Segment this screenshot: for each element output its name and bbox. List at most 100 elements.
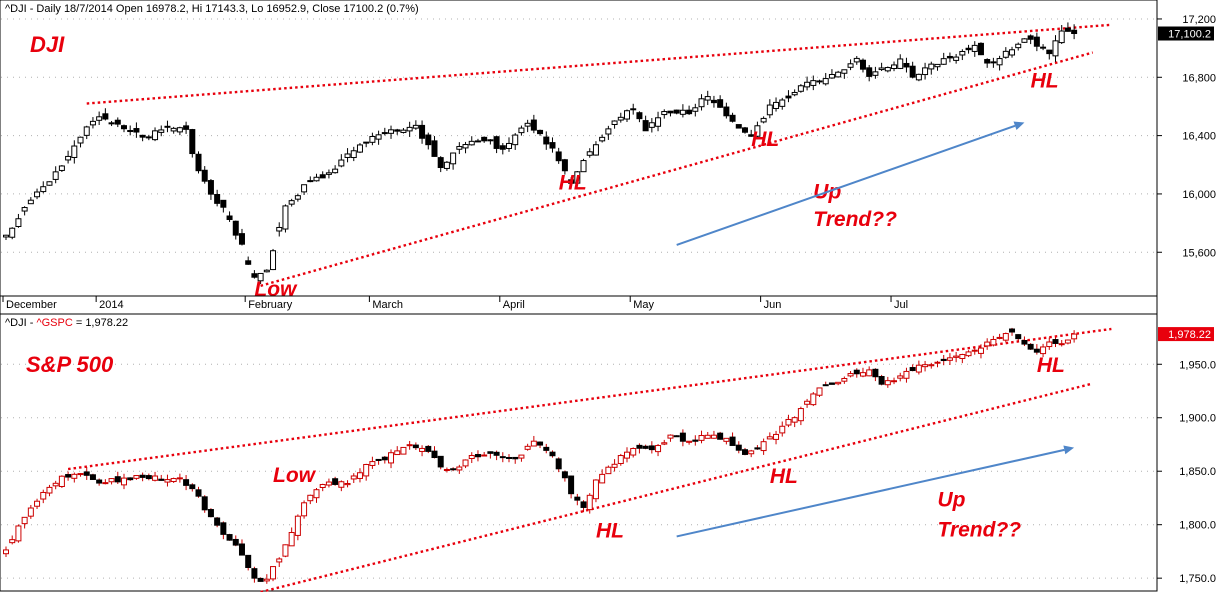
candle	[518, 454, 525, 462]
candle	[884, 66, 891, 73]
candle	[530, 435, 537, 447]
dji-y-axis: 15,600 16,000 16,400 16,800 17,200	[1157, 14, 1216, 259]
candle	[909, 364, 916, 372]
candle	[1027, 34, 1034, 45]
candle	[245, 256, 252, 265]
candle	[152, 471, 159, 482]
candle	[592, 141, 599, 156]
candle	[257, 577, 264, 582]
spx-header-symbol: ^GSPC	[36, 317, 72, 329]
candle	[537, 441, 544, 449]
x-tick-label: December	[6, 299, 57, 311]
candle	[170, 477, 177, 483]
candle	[127, 477, 134, 481]
candle	[810, 392, 817, 407]
candle	[710, 430, 717, 439]
candle	[723, 437, 730, 445]
support-trendline	[260, 51, 1094, 287]
candle	[754, 445, 761, 450]
candle	[96, 111, 103, 126]
candle	[555, 457, 562, 473]
candle	[853, 368, 860, 378]
candle	[710, 95, 717, 108]
candle	[717, 431, 724, 440]
candle	[859, 367, 866, 378]
candle	[207, 508, 214, 518]
candle	[1046, 49, 1053, 60]
candle	[766, 99, 773, 119]
candle	[922, 360, 929, 372]
candle	[468, 452, 475, 464]
candle	[332, 165, 339, 174]
candle	[232, 220, 239, 240]
candle	[698, 94, 705, 111]
dji-uptrend-arrow	[676, 121, 1025, 246]
candle	[164, 120, 171, 133]
candle	[872, 66, 879, 79]
candle	[748, 129, 755, 137]
candle	[263, 574, 270, 584]
candle	[816, 79, 823, 85]
x-tick-label: February	[248, 299, 293, 311]
y-tick-label: 17,200	[1182, 14, 1216, 26]
candle	[120, 124, 127, 133]
candle	[642, 115, 649, 132]
candle	[524, 443, 531, 451]
candle	[760, 116, 767, 124]
candle	[474, 450, 481, 462]
candle	[605, 125, 612, 140]
candle	[71, 140, 78, 164]
candle	[369, 132, 376, 146]
y-tick-label: 16,800	[1182, 72, 1216, 84]
x-tick-label: March	[372, 299, 403, 311]
candle	[667, 110, 674, 117]
candle	[468, 136, 475, 146]
candle	[822, 381, 829, 387]
candle	[462, 141, 469, 154]
candle	[841, 69, 848, 79]
candle	[959, 49, 966, 61]
candle	[996, 333, 1003, 340]
candle	[1052, 35, 1059, 62]
candle	[735, 441, 742, 454]
candle	[934, 63, 941, 71]
candle	[462, 459, 469, 469]
spx-candles	[3, 327, 1078, 584]
candle	[412, 120, 419, 130]
date-axis: December 2014 February March April May Jun Jul	[0, 295, 1158, 315]
candle	[996, 55, 1003, 71]
y-tick-label: 1,950.0	[1179, 359, 1216, 371]
candle	[561, 470, 568, 482]
candle	[785, 414, 792, 428]
candle	[655, 111, 662, 132]
candle	[27, 197, 34, 205]
spx-header-value: = 1,978.22	[73, 317, 128, 329]
candle	[46, 181, 53, 186]
candle	[797, 84, 804, 93]
candle	[729, 432, 736, 446]
candle	[65, 150, 72, 164]
candle	[108, 120, 115, 127]
candle	[388, 449, 395, 469]
candle	[282, 204, 289, 233]
candle	[897, 372, 904, 382]
candle	[487, 451, 494, 459]
candle	[946, 353, 953, 366]
candle	[984, 338, 991, 350]
spx-y-axis: 1,750.0 1,800.0 1,850.0 1,900.0 1,950.0	[1157, 359, 1216, 585]
candle	[835, 381, 842, 386]
candle	[977, 344, 984, 359]
candle	[164, 474, 171, 487]
candle	[766, 432, 773, 440]
candle	[294, 193, 301, 202]
candle	[27, 504, 34, 519]
candle	[897, 54, 904, 70]
candle	[71, 472, 78, 483]
candle	[760, 438, 767, 455]
candle	[363, 141, 370, 148]
candle	[344, 480, 351, 488]
candle	[704, 431, 711, 439]
candle	[1058, 25, 1065, 45]
candle	[611, 459, 618, 472]
candle	[928, 61, 935, 75]
